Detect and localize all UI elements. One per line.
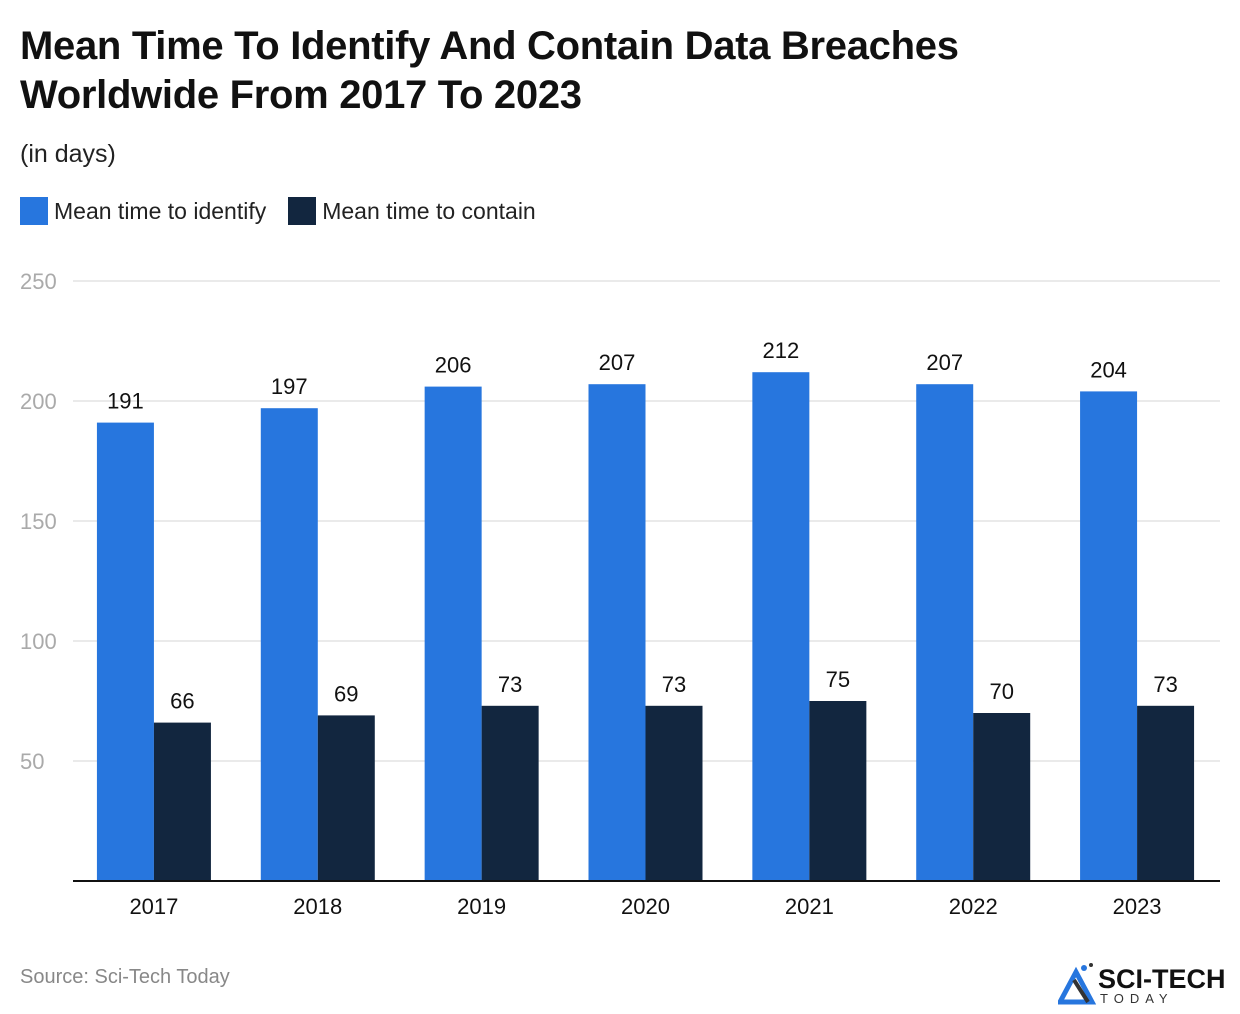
data-label: 191	[107, 389, 144, 414]
data-label: 207	[599, 350, 636, 375]
legend: Mean time to identify Mean time to conta…	[20, 197, 536, 225]
bar	[260, 408, 318, 881]
y-tick-label: 200	[20, 389, 57, 414]
bar	[916, 384, 974, 881]
data-label: 73	[1153, 672, 1177, 697]
x-tick-label: 2017	[129, 894, 178, 919]
logo-subtext: TODAY	[1100, 991, 1174, 1006]
sci-tech-today-logo: SCI-TECH TODAY	[1055, 960, 1233, 1008]
data-label: 70	[989, 679, 1013, 704]
bar	[1137, 705, 1195, 881]
bar	[317, 715, 375, 881]
data-label: 207	[926, 350, 963, 375]
bar	[645, 705, 703, 881]
y-tick-label: 50	[20, 749, 44, 774]
bar	[96, 422, 154, 881]
data-label: 204	[1090, 357, 1127, 382]
chart-title: Mean Time To Identify And Contain Data B…	[20, 24, 959, 117]
data-label: 197	[271, 374, 308, 399]
legend-swatch	[20, 197, 48, 225]
y-tick-label: 150	[20, 509, 57, 534]
source-text: Source: Sci-Tech Today	[20, 966, 230, 988]
x-tick-label: 2023	[1113, 894, 1162, 919]
data-label: 73	[662, 672, 686, 697]
logo-text: SCI-TECH	[1098, 964, 1226, 994]
y-tick-label: 250	[20, 269, 57, 294]
bar	[153, 722, 211, 881]
bar	[752, 372, 810, 881]
data-label: 206	[435, 353, 472, 378]
x-tick-label: 2021	[785, 894, 834, 919]
y-tick-label: 100	[20, 629, 57, 654]
bar	[809, 701, 867, 881]
data-label: 212	[762, 338, 799, 363]
x-tick-label: 2019	[457, 894, 506, 919]
legend-item-identify: Mean time to identify	[20, 197, 266, 225]
chart-subtitle: (in days)	[20, 140, 116, 168]
x-tick-label: 2020	[621, 894, 670, 919]
data-label: 66	[170, 689, 194, 714]
data-label: 69	[334, 681, 358, 706]
data-label: 75	[826, 667, 850, 692]
bar	[1080, 391, 1138, 881]
bar	[973, 713, 1031, 881]
x-tick-label: 2018	[293, 894, 342, 919]
x-tick-label: 2022	[949, 894, 998, 919]
bar	[481, 705, 539, 881]
bar	[424, 386, 482, 881]
data-label: 73	[498, 672, 522, 697]
bar	[588, 384, 646, 881]
legend-swatch	[288, 197, 317, 225]
legend-item-contain: Mean time to contain	[288, 197, 536, 225]
